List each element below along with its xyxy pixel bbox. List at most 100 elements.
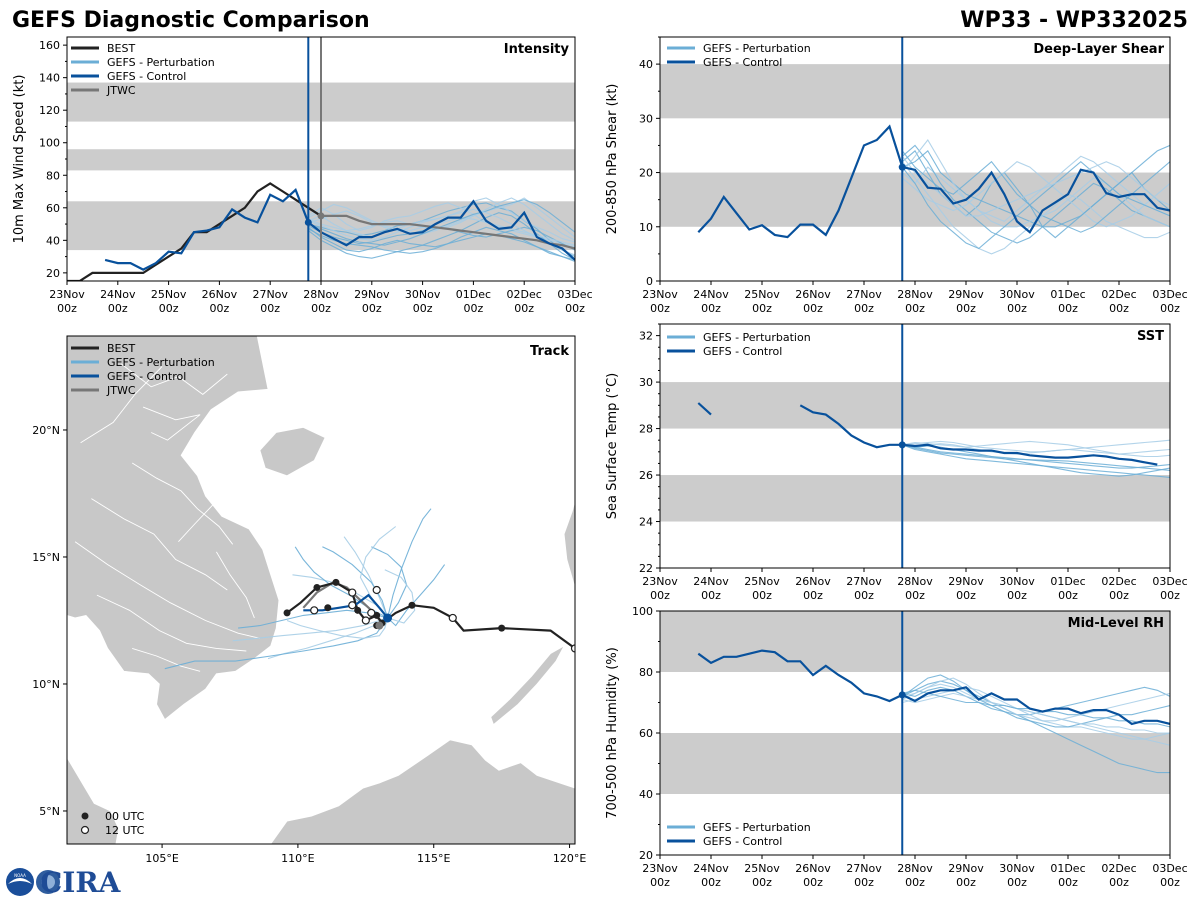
track-province-border-5 bbox=[74, 541, 261, 639]
sst-ytick-label-1: 24 bbox=[639, 516, 653, 529]
intensity-ylabel: 10m Max Wind Speed (kt) bbox=[12, 75, 27, 244]
shear-current-point bbox=[898, 163, 906, 171]
track-land-hainan bbox=[259, 426, 326, 477]
intensity-legend-label-2: GEFS - Perturbation bbox=[107, 56, 215, 69]
intensity-xtick-hour-9: 00z bbox=[514, 302, 534, 315]
rh-band-0 bbox=[660, 733, 1170, 794]
rh-ytick-label-4: 100 bbox=[632, 605, 653, 618]
rh-ytick-label-1: 40 bbox=[639, 788, 653, 801]
track-perturbation-line-12 bbox=[384, 569, 416, 624]
rh-legend-label-2: GEFS - Control bbox=[703, 835, 782, 848]
shear-legend-label-2: GEFS - Control bbox=[703, 56, 782, 69]
intensity-xtick-date-2: 25Nov bbox=[151, 288, 187, 301]
intensity-legend-label-4: JTWC bbox=[106, 84, 136, 97]
intensity-ytick-label-0: 20 bbox=[46, 267, 60, 280]
sst-xtick-date-10: 03Dec bbox=[1152, 575, 1187, 588]
sst-xtick-hour-0: 00z bbox=[650, 589, 670, 602]
shear-band-0 bbox=[660, 172, 1170, 227]
sst-ytick-label-3: 28 bbox=[639, 423, 653, 436]
track-panel: 105°E 110°E 115°E 120°E 5°N 10°N 15°N 20°N Track… bbox=[32, 335, 586, 865]
sst-control-line-early bbox=[697, 402, 712, 416]
rh-perturbation-line-6 bbox=[902, 692, 1170, 734]
shear-xtick-hour-2: 00z bbox=[752, 302, 772, 315]
rh-band-1 bbox=[660, 611, 1170, 672]
rh-xtick-hour-8: 00z bbox=[1058, 876, 1078, 889]
track-control-00utc-point-1 bbox=[324, 604, 332, 612]
track-frame bbox=[66, 335, 576, 845]
sst-ytick-label-0: 22 bbox=[639, 562, 653, 575]
rh-xtick-date-7: 30Nov bbox=[999, 862, 1035, 875]
intensity-xtick-hour-2: 00z bbox=[159, 302, 179, 315]
track-land-mindoro bbox=[574, 591, 575, 629]
track-perturbation-line-11 bbox=[164, 617, 389, 670]
intensity-jtwc-point bbox=[317, 212, 325, 220]
intensity-plot-area bbox=[67, 37, 575, 281]
shear-ytick-label-2: 20 bbox=[639, 167, 653, 180]
intensity-perturbation-line-4 bbox=[308, 202, 575, 248]
rh-plot-area bbox=[660, 611, 1170, 855]
rh-xtick-date-0: 23Nov bbox=[642, 862, 678, 875]
shear-xtick-date-7: 30Nov bbox=[999, 288, 1035, 301]
rh-control-line bbox=[697, 649, 1170, 726]
track-ytick-label-3: 20°N bbox=[32, 424, 60, 437]
shear-xtick-date-2: 25Nov bbox=[744, 288, 780, 301]
shear-perturbation-line-5 bbox=[902, 144, 1170, 228]
track-marker-legend-00utc-label: 00 UTC bbox=[105, 810, 145, 823]
rh-xtick-hour-1: 00z bbox=[701, 876, 721, 889]
track-province-border-2 bbox=[142, 406, 201, 441]
intensity-ytick-label-7: 160 bbox=[39, 39, 60, 52]
intensity-perturbation-line-12 bbox=[308, 208, 575, 256]
track-best-12utc-point-4 bbox=[348, 588, 357, 597]
track-perturbation-line-8 bbox=[232, 617, 388, 642]
track-marker-legend-12utc-icon bbox=[80, 825, 90, 835]
track-control-12utc-point-4 bbox=[372, 585, 381, 595]
sst-xtick-hour-6: 00z bbox=[956, 589, 976, 602]
track-xtick-label-0: 105°E bbox=[145, 852, 178, 865]
storm-id-title: WP33 - WP332025 bbox=[960, 8, 1188, 33]
track-legend-label-1: BEST bbox=[107, 342, 135, 355]
track-control-12utc-point-3 bbox=[367, 608, 376, 617]
track-perturbation-line-14 bbox=[286, 617, 389, 639]
track-best-00utc-point-6 bbox=[313, 583, 321, 591]
noaa-seal-text: NOAA bbox=[14, 873, 26, 878]
rh-panel: 23Nov00z24Nov00z25Nov00z26Nov00z27Nov00z… bbox=[605, 605, 1188, 889]
rh-xtick-date-3: 26Nov bbox=[795, 862, 831, 875]
track-best-12utc-point-3 bbox=[361, 616, 370, 625]
track-land-luzon bbox=[563, 500, 575, 588]
track-land-palawan bbox=[490, 644, 566, 726]
track-perturbation-line-2 bbox=[343, 536, 389, 619]
intensity-xtick-hour-10: 00z bbox=[565, 302, 585, 315]
track-best-12utc-point-2 bbox=[448, 613, 457, 623]
rh-xtick-hour-2: 00z bbox=[752, 876, 772, 889]
shear-xtick-hour-3: 00z bbox=[803, 302, 823, 315]
track-perturbation-line-5 bbox=[371, 546, 408, 619]
shear-xtick-date-0: 23Nov bbox=[642, 288, 678, 301]
track-marker-legend-00utc-icon bbox=[81, 812, 89, 820]
shear-xtick-hour-6: 00z bbox=[956, 302, 976, 315]
intensity-xtick-date-5: 28Nov bbox=[303, 288, 339, 301]
sst-ylabel: Sea Surface Temp (°C) bbox=[605, 373, 620, 520]
rh-xtick-hour-4: 00z bbox=[854, 876, 874, 889]
shear-xtick-hour-8: 00z bbox=[1058, 302, 1078, 315]
rh-current-point bbox=[898, 691, 906, 699]
track-marker-legend-12utc-label: 12 UTC bbox=[105, 824, 145, 837]
track-land-borneo bbox=[270, 739, 575, 844]
track-perturbation-line-1 bbox=[387, 508, 432, 619]
intensity-xtick-date-1: 24Nov bbox=[100, 288, 136, 301]
intensity-xtick-date-0: 23Nov bbox=[49, 288, 85, 301]
track-legend-label-3: GEFS - Control bbox=[107, 370, 186, 383]
track-province-border-4 bbox=[91, 498, 228, 591]
intensity-current-point bbox=[304, 218, 312, 226]
sst-xtick-date-2: 25Nov bbox=[744, 575, 780, 588]
noaa-gull-icon bbox=[8, 878, 32, 884]
track-ytick-label-2: 15°N bbox=[32, 551, 60, 564]
track-province-border-6 bbox=[96, 594, 247, 652]
rh-xtick-hour-5: 00z bbox=[905, 876, 925, 889]
rh-perturbation-line-8 bbox=[902, 677, 1170, 722]
track-best-12utc-point-1 bbox=[570, 644, 575, 653]
shear-xtick-hour-7: 00z bbox=[1007, 302, 1027, 315]
intensity-ytick-label-4: 100 bbox=[39, 137, 60, 150]
sst-legend-label-2: GEFS - Control bbox=[703, 345, 782, 358]
intensity-ytick-label-2: 60 bbox=[46, 202, 60, 215]
sst-xtick-hour-10: 00z bbox=[1160, 589, 1180, 602]
